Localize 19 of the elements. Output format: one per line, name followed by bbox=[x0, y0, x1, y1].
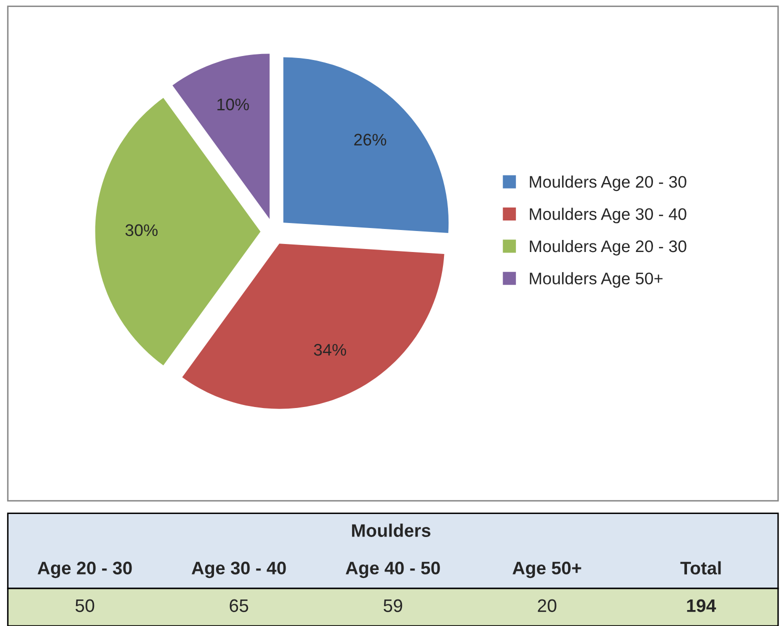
legend-label: Moulders Age 20 - 30 bbox=[530, 240, 686, 256]
data-label: 34% bbox=[314, 344, 346, 356]
text: Age 40 - 50 bbox=[346, 562, 440, 578]
data-label: 30% bbox=[125, 224, 158, 236]
text: 20 bbox=[538, 599, 556, 612]
text: 194 bbox=[687, 599, 716, 612]
legend-label: Moulders Age 50+ bbox=[530, 272, 663, 288]
text: Total bbox=[680, 561, 721, 575]
data-label: 10% bbox=[217, 98, 249, 110]
text: 59 bbox=[384, 599, 402, 612]
text: 65 bbox=[230, 599, 248, 612]
text: Moulders bbox=[352, 524, 430, 537]
text: Age 30 - 40 bbox=[192, 562, 286, 578]
legend-label: Moulders Age 20 - 30 bbox=[530, 176, 686, 192]
text: Age 20 - 30 bbox=[38, 562, 132, 578]
data-label: 26% bbox=[354, 134, 386, 146]
text: 50 bbox=[76, 599, 94, 612]
text: Age 50+ bbox=[512, 562, 582, 578]
legend-label: Moulders Age 30 - 40 bbox=[530, 208, 686, 224]
